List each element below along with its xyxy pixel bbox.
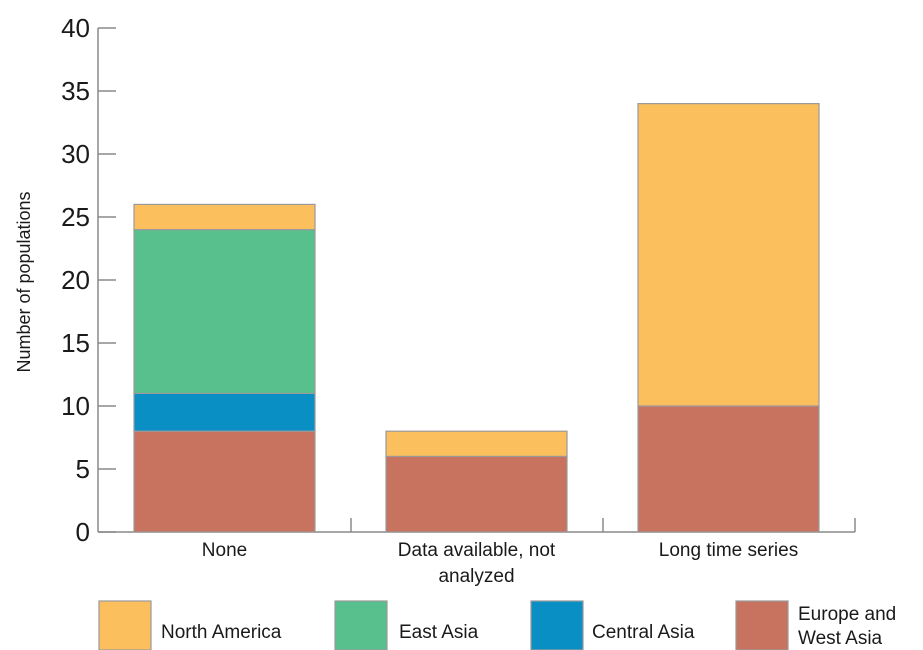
bar-segment-europe-and-west-asia xyxy=(133,430,316,533)
bars xyxy=(133,102,820,533)
x-category-label: Data available, not analyzed xyxy=(398,540,556,587)
legend-label-north-america: North America xyxy=(161,622,282,643)
legend-label-east-asia: East Asia xyxy=(399,622,479,643)
y-tick-label: 30 xyxy=(61,139,90,169)
legend: North America East Asia Central Asia Europe… xyxy=(98,600,896,650)
legend-swatch-north-america xyxy=(98,600,152,650)
y-tick-label: 0 xyxy=(76,517,90,547)
bar-segment-north-america xyxy=(637,102,820,407)
bar-segment-central-asia xyxy=(133,392,316,432)
y-axis-label: Number of populations xyxy=(14,191,34,372)
x-category-label: Long time series xyxy=(659,540,798,561)
y-tick-label: 5 xyxy=(76,454,90,484)
bar-segment-east-asia xyxy=(133,229,316,395)
y-tick-label: 15 xyxy=(61,328,90,358)
y-tick-label: 25 xyxy=(61,202,90,232)
bar-segment-north-america xyxy=(385,430,568,458)
x-category-label: None xyxy=(202,540,247,561)
y-tick-label: 20 xyxy=(61,265,90,295)
bar-segment-europe-and-west-asia xyxy=(637,405,820,533)
legend-swatch-europe-and-west-asia xyxy=(735,600,789,650)
bar-segment-north-america xyxy=(133,203,316,231)
y-tick-label: 10 xyxy=(61,391,90,421)
legend-label-europe-and-west-asia: Europe and West Asia xyxy=(798,604,896,649)
y-tick-label: 35 xyxy=(61,76,90,106)
y-tick-label: 40 xyxy=(61,13,90,43)
axes: 0 5 10 15 20 25 30 35 40 Number of populations Non… xyxy=(14,13,856,587)
bar-segment-europe-and-west-asia xyxy=(385,455,568,533)
legend-swatch-central-asia xyxy=(530,600,584,650)
legend-label-central-asia: Central Asia xyxy=(592,622,695,643)
legend-swatch-east-asia xyxy=(334,600,388,650)
